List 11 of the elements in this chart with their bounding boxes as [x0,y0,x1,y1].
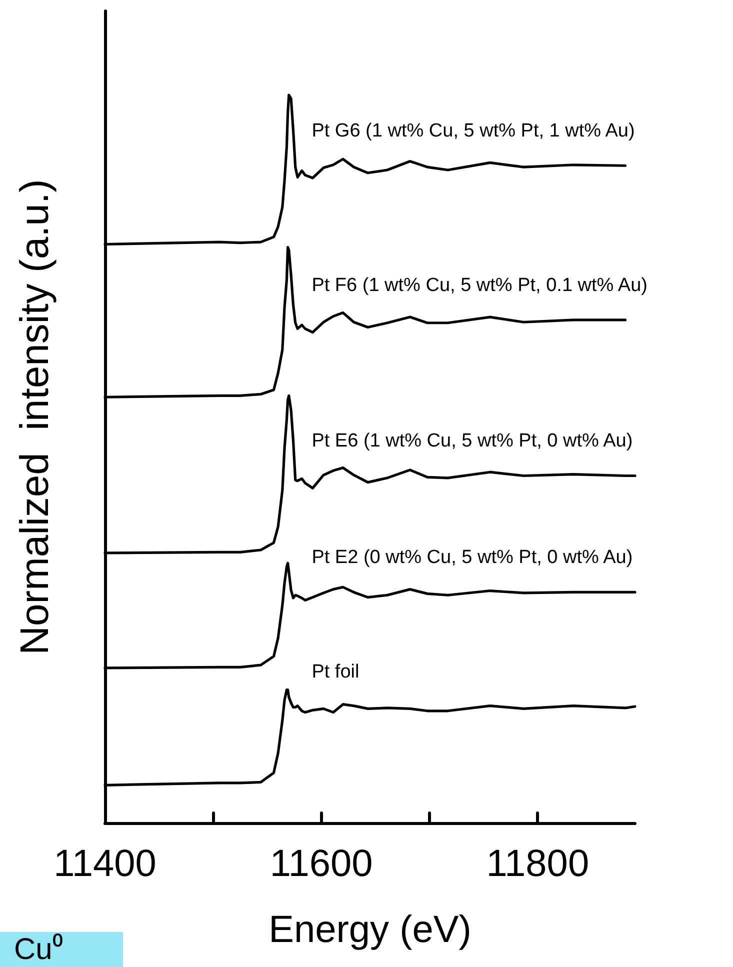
series-label: Pt foil [312,662,360,683]
x-tick-label: 11600 [270,843,373,885]
text: Cu⁰ [0,932,124,967]
series-label: Pt G6 (1 wt% Cu, 5 wt% Pt, 1 wt% Au) [312,120,635,142]
x-tick-label: 11400 [54,843,156,885]
series-label: Pt E6 (1 wt% Cu, 5 wt% Pt, 0 wt% Au) [312,430,633,452]
series-label: Pt F6 (1 wt% Cu, 5 wt% Pt, 0.1 wt% Au) [312,274,648,296]
series-label: Pt E2 (0 wt% Cu, 5 wt% Pt, 0 wt% Au) [312,547,633,568]
y-axis-title: Normalized intensity (a.u.) [13,179,57,655]
x-axis-title: Energy (eV) [268,909,472,951]
x-tick-label: 11800 [486,843,590,885]
